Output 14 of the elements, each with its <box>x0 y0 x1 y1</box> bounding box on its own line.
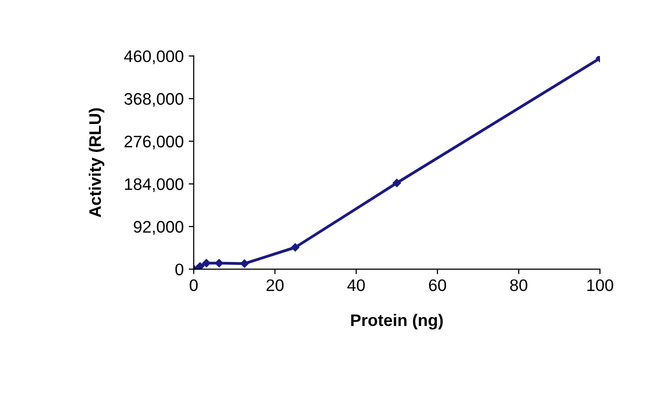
y-tick-label: 0 <box>175 264 184 276</box>
x-axis-title: Protein (ng) <box>351 314 443 330</box>
y-tick-label: 460,000 <box>124 50 184 64</box>
y-tick-label: 92,000 <box>134 220 184 235</box>
x-tick-label: 60 <box>429 279 446 292</box>
x-tick-label: 100 <box>587 279 614 292</box>
x-tick-label: 0 <box>190 279 198 292</box>
y-tick-label: 368,000 <box>124 93 184 107</box>
y-tick-label: 184,000 <box>125 178 184 192</box>
x-tick-label: 80 <box>510 279 528 292</box>
x-tick-label: 40 <box>347 279 365 292</box>
y-tick-label: 276,000 <box>124 136 184 150</box>
x-tick-label: 20 <box>266 279 284 292</box>
y-axis-title: Activity (RLU) <box>88 108 104 218</box>
